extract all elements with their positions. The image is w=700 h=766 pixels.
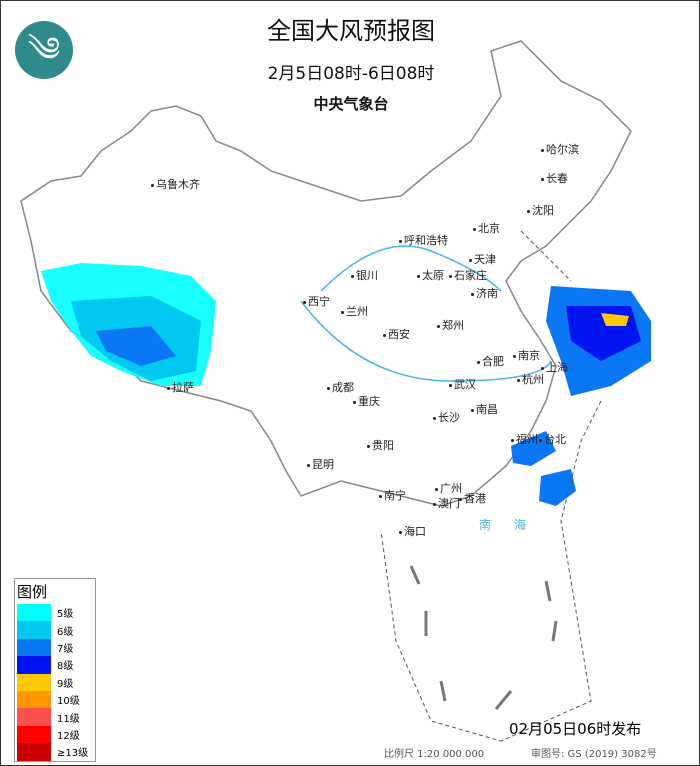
city-label: 银川	[351, 267, 378, 283]
tibet-wind-area-7	[96, 326, 176, 366]
city-label: 合肥	[477, 353, 504, 369]
legend-item: 12级	[15, 725, 95, 744]
legend-item: 9级	[15, 673, 95, 691]
organization: 中央气象台	[313, 95, 389, 113]
city-label: 成都	[327, 379, 354, 395]
sea-label: 南	[479, 518, 492, 532]
forecast-period: 2月5日08时-6日08时	[267, 64, 435, 84]
nine-dash-line	[409, 565, 558, 710]
city-label: 乌鲁木齐	[151, 176, 200, 192]
south-sea-wind-area	[539, 469, 576, 506]
city-label: 拉萨	[167, 379, 194, 395]
city-label: 西宁	[303, 293, 330, 309]
city-label: 兰州	[341, 303, 368, 319]
city-label: 贵阳	[367, 437, 394, 453]
city-label: 济南	[471, 285, 498, 301]
legend-item: 6级	[15, 621, 95, 639]
legend-item: 8级	[15, 656, 95, 674]
city-label: 南京	[513, 347, 540, 363]
city-label: 哈尔滨	[541, 141, 579, 157]
legend-item: ≥13级	[15, 743, 95, 761]
city-label: 南昌	[471, 401, 498, 417]
city-label: 昆明	[307, 456, 334, 472]
map-title: 全国大风预报图	[267, 17, 435, 45]
city-label: 福州	[511, 431, 538, 447]
issue-time: 02月05日06时发布	[509, 720, 642, 738]
city-label: 香港	[459, 490, 486, 506]
city-label: 南宁	[379, 487, 406, 503]
city-label: 郑州	[437, 317, 464, 333]
city-label: 呼和浩特	[399, 232, 448, 248]
legend-title: 图例	[17, 583, 48, 601]
city-label: 天津	[469, 251, 496, 267]
legend-item: 10级	[15, 690, 95, 709]
city-label: 武汉	[449, 376, 476, 392]
city-label: 西安	[383, 326, 410, 342]
legend-item: 11级	[15, 708, 95, 726]
map-scale: 比例尺 1:20 000 000	[384, 749, 485, 760]
city-label: 北京	[473, 220, 500, 236]
city-label: 长沙	[433, 409, 460, 425]
city-label: 台北	[539, 431, 566, 447]
city-label: 太原	[417, 267, 444, 283]
east-sea-wind-area-9	[601, 313, 629, 326]
review-number: 审图号: GS (2019) 3082号	[531, 749, 657, 760]
city-label: 重庆	[353, 393, 380, 409]
legend-item: 5级	[15, 604, 95, 622]
city-label: 广州	[435, 480, 462, 496]
city-label: 上海	[541, 359, 568, 375]
sea-boundary	[380, 230, 602, 742]
city-label: 海口	[399, 523, 426, 539]
city-label: 杭州	[517, 371, 544, 387]
city-label: 石家庄	[449, 267, 487, 283]
legend: 图例 5级 6级 7级 8级 9级 10级 11级 12级 ≥13级	[14, 578, 96, 762]
city-label: 长春	[541, 170, 568, 186]
city-label: 沈阳	[527, 202, 554, 218]
city-label: 澳门	[433, 495, 460, 511]
cma-logo: ༄	[15, 21, 73, 79]
legend-item: 7级	[15, 638, 95, 657]
sea-label: 海	[514, 518, 527, 532]
